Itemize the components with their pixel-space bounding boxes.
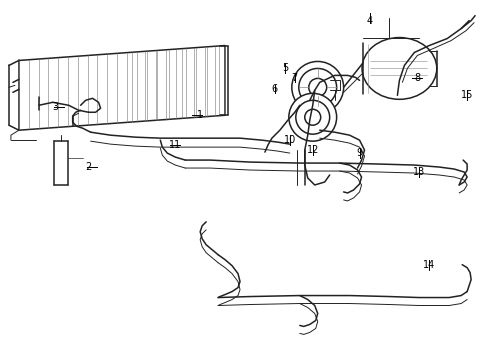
Text: 5: 5 [282, 63, 288, 73]
Ellipse shape [292, 62, 343, 113]
Ellipse shape [362, 37, 437, 99]
Text: 7: 7 [292, 73, 298, 84]
Text: 15: 15 [461, 90, 473, 100]
Text: 8: 8 [414, 73, 420, 84]
Text: 12: 12 [307, 145, 319, 155]
Text: 13: 13 [413, 167, 425, 177]
Ellipse shape [299, 68, 337, 106]
Text: 9: 9 [357, 148, 363, 158]
Text: 3: 3 [52, 102, 59, 112]
Ellipse shape [289, 93, 337, 141]
Ellipse shape [309, 78, 327, 96]
Text: 14: 14 [423, 260, 436, 270]
Ellipse shape [305, 109, 321, 125]
Text: 2: 2 [85, 162, 92, 172]
Text: 10: 10 [284, 135, 296, 145]
Text: 11: 11 [169, 140, 181, 150]
Text: 4: 4 [367, 15, 372, 26]
Text: 1: 1 [197, 110, 203, 120]
Ellipse shape [296, 100, 330, 134]
Text: 6: 6 [272, 84, 278, 94]
